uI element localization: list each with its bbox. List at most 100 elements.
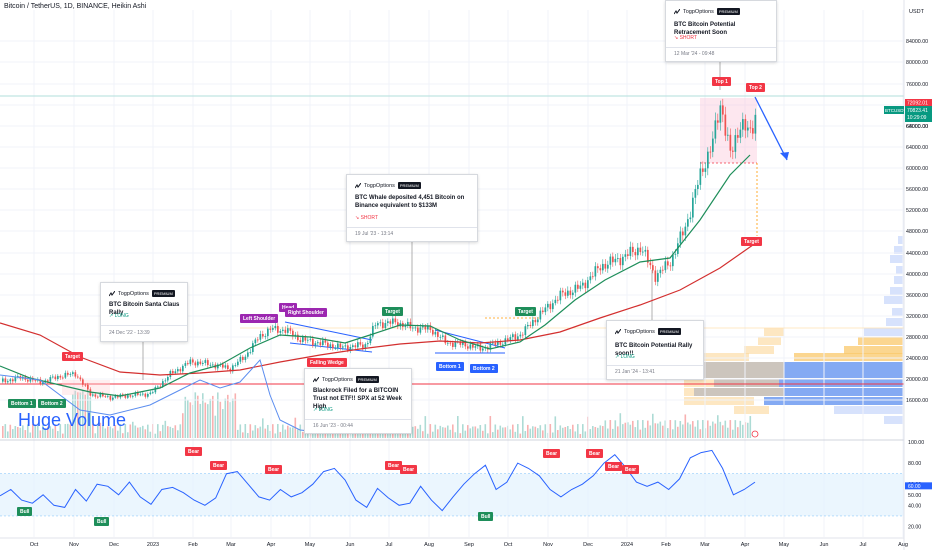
bottom2-label-2: Bottom 2 (470, 364, 498, 373)
volume-bar (2, 426, 4, 438)
bear-label-7: Bear (586, 449, 604, 458)
idea-card-rally[interactable]: TogpOptions PREMIUM BTC Bitcoin Potential… (606, 320, 704, 380)
idea-card-whale[interactable]: TogpOptions PREMIUM BTC Whale deposited 4… (346, 174, 478, 242)
candle-body (164, 380, 167, 382)
volume-bar (267, 424, 269, 438)
volume-bar (279, 431, 282, 438)
volume-bar (44, 428, 47, 438)
candle-body (719, 105, 722, 123)
candle-body (2, 378, 4, 382)
volume-bar (609, 420, 612, 438)
price-tick-label: 28000.00 (906, 335, 928, 341)
candle-body (357, 342, 359, 348)
volume-bar (684, 414, 687, 438)
volume-bar (709, 425, 712, 438)
price-tick-label: 52000.00 (906, 208, 928, 214)
volume-profile-bar (844, 346, 904, 354)
card-title: BTC Bitcoin Santa Claus Rally (109, 302, 180, 316)
candle-body (289, 328, 292, 331)
volume-bar (639, 429, 642, 438)
candle-body (384, 323, 387, 329)
volume-bar (447, 425, 449, 438)
candle-body (434, 331, 437, 335)
bear-label-9: Bear (622, 465, 640, 474)
volume-bar (24, 430, 27, 438)
card-separator (305, 419, 411, 420)
rsi-tick-label: 20.00 (908, 524, 921, 530)
candle-body (274, 325, 277, 329)
volume-bar (284, 429, 287, 438)
idea-card-santa[interactable]: TogpOptions PREMIUM BTC Bitcoin Santa Cla… (100, 282, 188, 342)
candle-body (517, 336, 519, 340)
candle-body (407, 321, 409, 326)
price-tick-label: 24000.00 (906, 356, 928, 362)
volume-bar (569, 429, 572, 438)
candle-body (722, 105, 724, 115)
candle-body (532, 319, 534, 326)
candle-body (167, 377, 169, 381)
candle-body (442, 335, 444, 337)
bear-label-3: Bear (265, 465, 283, 474)
volume-bar (252, 430, 254, 438)
candle-body (132, 395, 134, 397)
volume-bar (714, 423, 717, 438)
card-title: Blackrock Filed for a BITCOIN Trust not … (313, 388, 402, 410)
candle-body (429, 325, 432, 330)
volume-bar (297, 429, 299, 438)
volume-profile-bar-value (684, 388, 784, 396)
candle-body (654, 270, 657, 282)
volume-bar (457, 416, 459, 438)
candle-body (189, 359, 192, 365)
target-label-3: Target (515, 307, 536, 316)
premium-badge: PREMIUM (716, 8, 740, 15)
idea-card-blackrock[interactable]: TogpOptions PREMIUM Blackrock Filed for a… (304, 368, 412, 434)
candle-body (639, 247, 642, 253)
volume-bar (237, 429, 239, 438)
brand-logo-icon (673, 8, 681, 15)
candle-body (142, 393, 144, 395)
candle-body (679, 231, 682, 244)
volume-bar (424, 416, 427, 438)
candle-body (547, 303, 549, 308)
volume-bar (454, 432, 457, 438)
candle-body (347, 345, 349, 351)
volume-bar (287, 425, 289, 438)
card-title: BTC Whale deposited 4,451 Bitcoin on Bin… (355, 195, 465, 209)
candle-body (352, 345, 354, 348)
idea-card-retracement[interactable]: TogpOptions PREMIUM BTC Bitcoin Potential… (665, 0, 777, 62)
volume-bar (9, 424, 12, 438)
candle-body (152, 392, 154, 394)
volume-bar (127, 432, 129, 438)
volume-bar (462, 424, 464, 438)
volume-profile-bar (704, 362, 904, 370)
volume-bar (34, 424, 37, 438)
candle-body (412, 327, 414, 329)
volume-bar (479, 425, 482, 438)
volume-bar (12, 429, 14, 438)
bull-label-3: Bull (478, 512, 494, 521)
candle-body (29, 377, 32, 382)
volume-bar (62, 433, 64, 438)
volume-profile-bar-value (684, 397, 754, 405)
candle-body (314, 343, 317, 346)
symbol-tag (884, 106, 904, 114)
candle-body (387, 321, 389, 324)
candle-body (567, 290, 569, 296)
candle-body (322, 340, 324, 346)
candle-body (262, 334, 264, 337)
volume-bar (274, 433, 277, 438)
symbol-tag-text: BTCUSDT (885, 108, 907, 113)
candle-body (244, 356, 247, 360)
volume-bar (562, 427, 564, 438)
candle-body (134, 392, 137, 396)
card-brand: TogpOptions PREMIUM (354, 182, 421, 189)
candle-body (52, 376, 54, 378)
candle-body (249, 352, 252, 353)
volume-bar (477, 428, 479, 438)
candle-body (67, 372, 69, 375)
candle-body (297, 334, 299, 341)
card-date: 16 Jun '23 - 00:44 (313, 423, 353, 429)
candle-body (224, 365, 227, 368)
bear-label-2: Bear (210, 461, 228, 470)
